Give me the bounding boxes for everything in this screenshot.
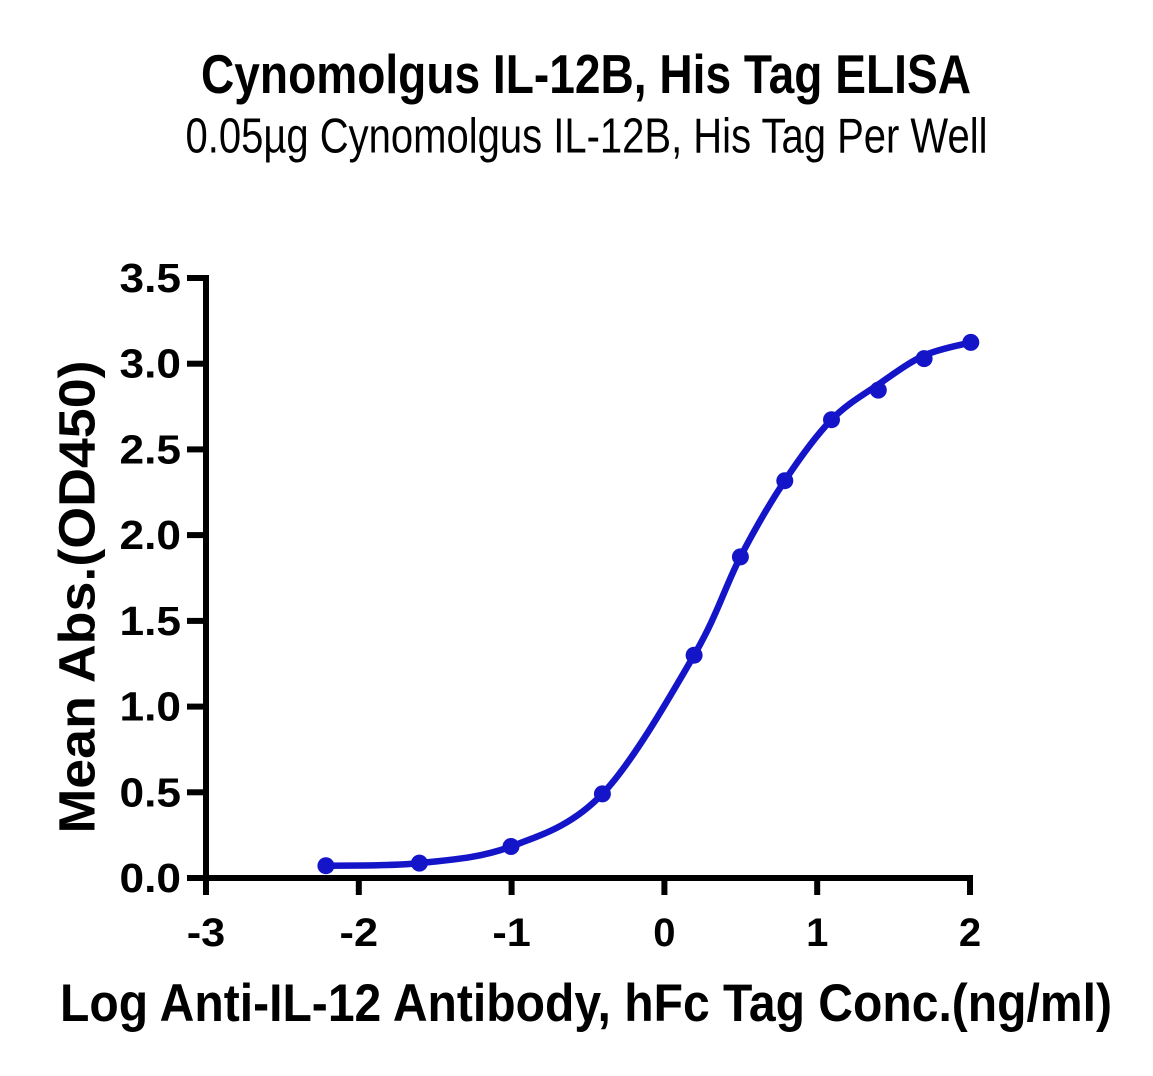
svg-text:1: 1 — [806, 911, 828, 955]
svg-text:Cynomolgus IL-12B, His Tag ELI: Cynomolgus IL-12B, His Tag ELISA — [201, 44, 971, 105]
svg-text:2: 2 — [959, 911, 981, 955]
svg-text:1.5: 1.5 — [120, 598, 182, 644]
svg-text:2.0: 2.0 — [120, 512, 182, 558]
svg-text:Log Anti-IL-12 Antibody, hFc T: Log Anti-IL-12 Antibody, hFc Tag Conc.(n… — [60, 974, 1112, 1033]
svg-text:-1: -1 — [492, 911, 531, 955]
svg-text:0.5: 0.5 — [120, 769, 182, 815]
svg-text:-2: -2 — [340, 911, 379, 955]
svg-text:0.0: 0.0 — [120, 855, 182, 901]
svg-text:-3: -3 — [187, 911, 226, 955]
svg-text:Mean Abs.(OD450): Mean Abs.(OD450) — [49, 361, 106, 834]
svg-text:0: 0 — [653, 911, 675, 955]
svg-text:0.05µg Cynomolgus IL-12B, His: 0.05µg Cynomolgus IL-12B, His Tag Per We… — [186, 110, 988, 164]
svg-text:2.5: 2.5 — [120, 426, 182, 472]
svg-text:1.0: 1.0 — [120, 684, 182, 730]
svg-text:3.5: 3.5 — [120, 255, 182, 301]
svg-text:3.0: 3.0 — [120, 341, 182, 387]
